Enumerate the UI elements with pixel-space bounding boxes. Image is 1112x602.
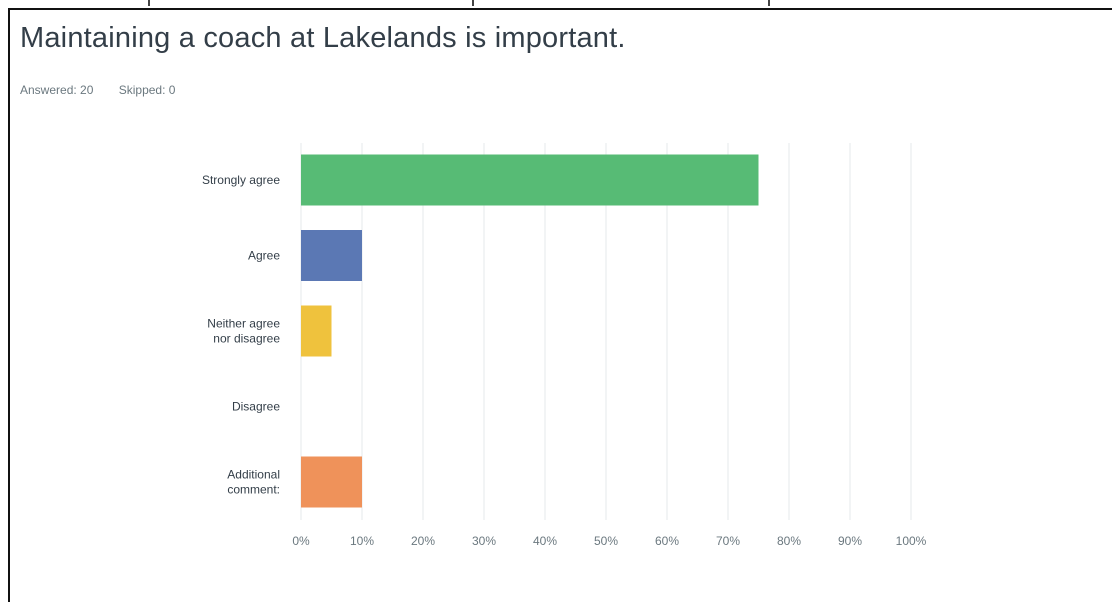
x-tick-label: 30% xyxy=(472,534,496,548)
answered-count: Answered: 20 xyxy=(20,83,94,97)
x-tick-label: 80% xyxy=(777,534,801,548)
category-label-line: Agree xyxy=(248,249,280,263)
category-label: Neither agree nor disagree xyxy=(207,317,280,346)
x-tick-label: 90% xyxy=(838,534,862,548)
category-label: Additional comment: xyxy=(227,468,280,497)
category-label-line: Strongly agree xyxy=(202,173,280,187)
category-label: Disagree xyxy=(232,400,280,414)
category-label: Agree xyxy=(248,249,280,263)
question-title: Maintaining a coach at Lakelands is impo… xyxy=(20,22,626,54)
category-label-line: Neither agree xyxy=(207,317,280,331)
category-label-line: Disagree xyxy=(232,400,280,414)
top-edge-mark xyxy=(148,0,150,6)
x-tick-label: 50% xyxy=(594,534,618,548)
x-tick-label: 100% xyxy=(896,534,927,548)
bar-1 xyxy=(301,230,362,281)
x-tick-label: 40% xyxy=(533,534,557,548)
x-tick-label: 0% xyxy=(292,534,310,548)
top-edge-mark xyxy=(472,0,474,6)
chart-frame: Maintaining a coach at Lakelands is impo… xyxy=(8,8,1112,602)
top-edge-mark xyxy=(768,0,770,6)
bar-4 xyxy=(301,456,362,508)
x-tick-label: 70% xyxy=(716,534,740,548)
x-tick-label: 20% xyxy=(411,534,435,548)
category-label-line: nor disagree xyxy=(213,332,280,346)
skipped-count: Skipped: 0 xyxy=(118,83,176,97)
response-stats: Answered: 20 Skipped: 0 xyxy=(20,83,197,97)
x-tick-label: 60% xyxy=(655,534,679,548)
x-tick-label: 10% xyxy=(350,534,374,548)
bar-0 xyxy=(301,154,759,206)
category-label-line: Additional xyxy=(227,468,280,482)
category-label: Strongly agree xyxy=(202,173,280,187)
bar-2 xyxy=(301,305,332,357)
category-label-line: comment: xyxy=(227,483,280,497)
